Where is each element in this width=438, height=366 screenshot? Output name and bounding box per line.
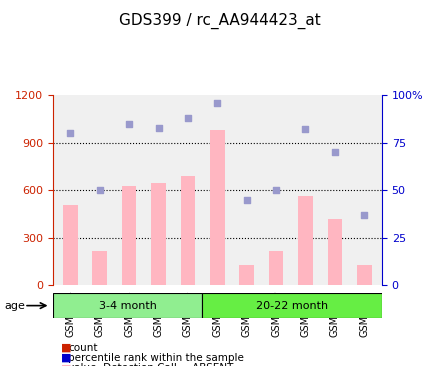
- FancyBboxPatch shape: [53, 293, 202, 318]
- Point: [213, 100, 220, 106]
- Bar: [151, 183, 166, 285]
- Text: 3-4 month: 3-4 month: [99, 300, 156, 311]
- Text: 20-22 month: 20-22 month: [255, 300, 328, 311]
- Text: ■: ■: [61, 363, 72, 366]
- Text: ■: ■: [61, 343, 72, 353]
- Bar: [92, 251, 107, 285]
- Point: [184, 115, 191, 121]
- Point: [301, 127, 308, 132]
- Point: [272, 187, 279, 193]
- Bar: [121, 186, 136, 285]
- Text: age: age: [4, 300, 25, 311]
- Point: [96, 187, 103, 193]
- Bar: [297, 196, 312, 285]
- Text: ■: ■: [61, 353, 72, 363]
- Point: [331, 149, 338, 155]
- Point: [243, 197, 250, 203]
- FancyBboxPatch shape: [202, 293, 381, 318]
- Bar: [63, 205, 78, 285]
- Point: [360, 212, 367, 218]
- Text: GDS399 / rc_AA944423_at: GDS399 / rc_AA944423_at: [118, 13, 320, 29]
- Bar: [180, 176, 195, 285]
- Point: [155, 124, 162, 130]
- Text: count: count: [68, 343, 97, 353]
- Bar: [239, 265, 254, 285]
- Bar: [268, 251, 283, 285]
- Point: [67, 130, 74, 136]
- Text: value, Detection Call = ABSENT: value, Detection Call = ABSENT: [68, 363, 233, 366]
- Text: percentile rank within the sample: percentile rank within the sample: [68, 353, 244, 363]
- Point: [125, 121, 132, 127]
- Bar: [356, 265, 371, 285]
- Bar: [327, 219, 342, 285]
- Bar: [209, 130, 224, 285]
